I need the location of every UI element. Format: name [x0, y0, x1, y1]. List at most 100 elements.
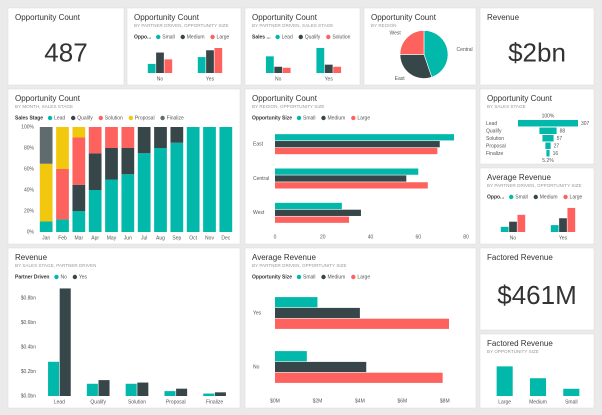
tile-subtitle: BY SALES STAGE [487, 104, 526, 109]
funnel-bar [545, 142, 551, 149]
bar [550, 225, 559, 232]
bar [86, 383, 98, 396]
tile-subtitle: BY REGION [371, 23, 396, 28]
bar [275, 141, 440, 148]
legend-label: Qualify [305, 34, 321, 40]
y-tick-label: 40% [24, 187, 35, 193]
legend-swatch [47, 115, 53, 121]
bar [275, 209, 361, 216]
legend-swatch [326, 34, 331, 40]
legend-label: Large [357, 115, 370, 121]
legend-label: Medium [187, 34, 205, 40]
bar-segment [154, 127, 167, 148]
bar-segment [88, 127, 102, 154]
y-tick-label: 80% [24, 145, 35, 151]
legend-swatch [98, 115, 103, 121]
legend-swatch [54, 274, 59, 280]
legend-label: Lead [282, 34, 293, 40]
pie-label: West [389, 31, 401, 37]
funnel-last-label: 5.2% [542, 158, 554, 164]
bar [176, 388, 188, 396]
funnel-label: Lead [486, 121, 497, 127]
y-tick-label: $0.6bn [21, 320, 37, 326]
legend-label: Small [303, 274, 316, 280]
bar [567, 207, 576, 232]
x-tick-label: 80 [463, 234, 469, 240]
bar [529, 378, 547, 396]
bar [275, 361, 367, 373]
legend-title: Oppo... [134, 34, 152, 40]
y-tick-label: West [253, 210, 265, 216]
tile: Factored Revenue $461M [479, 247, 595, 331]
y-tick-label: $0.2bn [21, 369, 37, 375]
bar-segment [39, 163, 53, 222]
funnel-value: 16 [553, 151, 559, 157]
bar [275, 216, 350, 223]
legend-label: Lead [54, 115, 65, 121]
x-tick-label: Mar [75, 235, 84, 241]
tile: Revenue $2bn [479, 7, 595, 86]
bar-segment [170, 142, 184, 232]
bar [559, 218, 567, 232]
legend-swatch [71, 115, 76, 121]
tile-subtitle: BY PARTNER DRIVEN, OPPORTUNITY SIZE [487, 183, 582, 188]
y-tick-label: Central [253, 176, 269, 182]
tile-title: Opportunity Count [487, 94, 553, 103]
bar [164, 391, 176, 396]
bar-segment [56, 219, 69, 232]
bar [214, 392, 226, 396]
x-tick-label: $2M [313, 398, 323, 404]
legend-swatch [296, 115, 302, 121]
funnel-bar [542, 135, 554, 142]
legend-swatch [298, 34, 303, 40]
bar-segment [121, 127, 135, 148]
y-tick-label: $0.8bn [21, 296, 37, 302]
bar [517, 214, 526, 232]
tile-title: Revenue [487, 13, 520, 22]
tile-title: Opportunity Count [371, 13, 437, 22]
x-tick-label: Sep [172, 235, 181, 241]
y-tick-label: No [253, 364, 260, 370]
tile-background [479, 247, 595, 331]
legend-swatch [160, 115, 165, 121]
legend-title: Sales Stage [15, 115, 43, 121]
bar-segment [203, 127, 216, 232]
tile-subtitle: BY PARTNER DRIVEN, OPPORTUNITY SIZE [134, 23, 229, 28]
legend-label: Solution [105, 115, 123, 121]
x-tick-label: Qualify [90, 399, 106, 405]
bar-segment [88, 190, 102, 232]
tile-title: Revenue [15, 253, 48, 262]
bar [156, 52, 164, 73]
tile-title: Average Revenue [252, 253, 316, 262]
legend-swatch [210, 34, 215, 40]
legend-swatch [128, 115, 134, 121]
y-tick-label: 0% [27, 229, 35, 235]
x-tick-label: $8M [440, 398, 450, 404]
legend-label: No [60, 274, 67, 280]
bar [98, 380, 110, 396]
funnel-label: Proposal [486, 144, 506, 150]
tile-title: Average Revenue [487, 173, 551, 182]
x-tick-label: Large [498, 399, 511, 405]
funnel-label: Finalize [486, 151, 503, 157]
x-tick-label: $6M [397, 398, 407, 404]
funnel-bar [518, 120, 578, 127]
x-tick-label: $0M [270, 398, 280, 404]
bar [214, 48, 223, 73]
bar [275, 307, 360, 319]
x-tick-label: Yes [559, 235, 568, 241]
bar [275, 147, 438, 155]
bar [275, 318, 450, 329]
legend-swatch [563, 194, 568, 200]
tile-background [479, 7, 595, 86]
y-tick-label: $0.0bn [21, 393, 37, 399]
legend-label: Medium [328, 274, 346, 280]
bar [563, 388, 580, 396]
bar [496, 366, 513, 396]
legend-label: Finalize [167, 115, 184, 121]
x-tick-label: No [510, 235, 517, 241]
